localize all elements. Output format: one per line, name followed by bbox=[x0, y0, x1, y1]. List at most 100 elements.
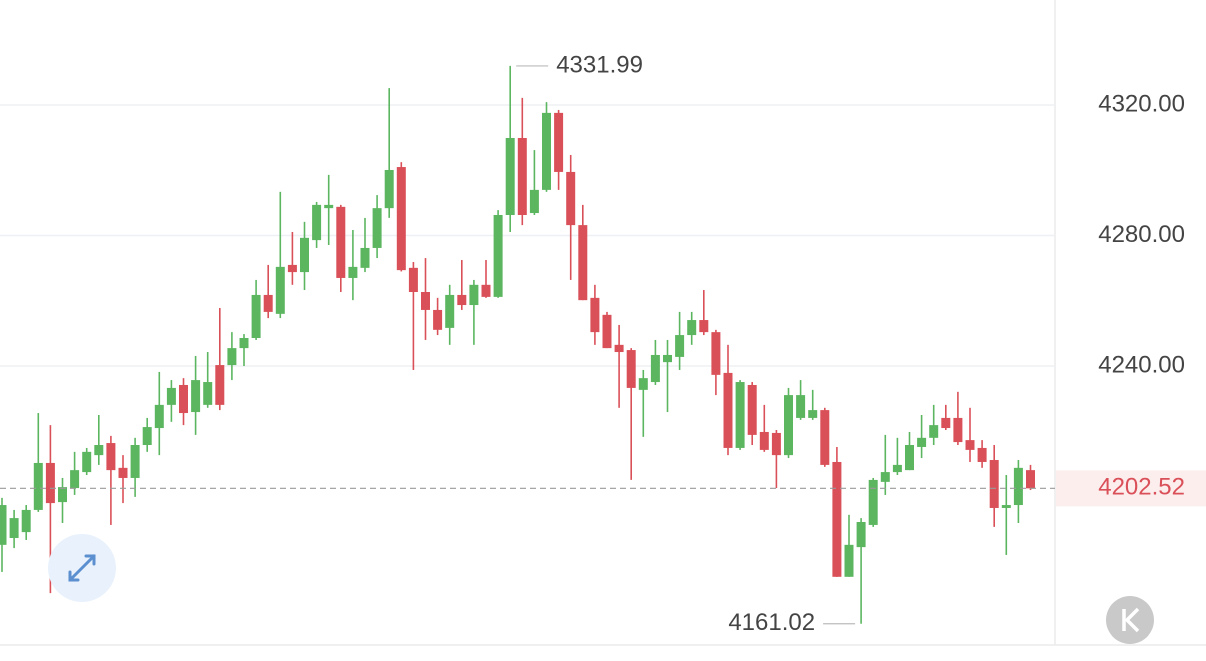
collapse-icon[interactable] bbox=[1122, 607, 1140, 633]
candle-body bbox=[699, 320, 709, 333]
expand-icon[interactable] bbox=[68, 554, 96, 582]
candle-body bbox=[856, 522, 866, 548]
candle-body bbox=[759, 431, 769, 450]
candle-body bbox=[106, 443, 116, 471]
candle-body bbox=[1001, 505, 1011, 508]
candle-body bbox=[917, 437, 927, 447]
candle-body bbox=[953, 417, 963, 443]
candle-body bbox=[154, 404, 164, 429]
candle-body bbox=[239, 337, 249, 349]
collapse-circle[interactable] bbox=[1106, 596, 1154, 644]
y-tick-label: 4320.00 bbox=[1098, 90, 1185, 117]
candle-body bbox=[166, 387, 176, 405]
candle-body bbox=[590, 297, 600, 333]
candle-body bbox=[82, 451, 92, 473]
candle-body bbox=[408, 267, 418, 292]
last-price-tag bbox=[1056, 470, 1206, 507]
candle-body bbox=[929, 425, 939, 438]
grid bbox=[0, 104, 1055, 367]
candle-body bbox=[384, 169, 394, 209]
candle-body bbox=[372, 208, 382, 248]
candle-body bbox=[396, 167, 406, 271]
candle-body bbox=[796, 395, 806, 418]
candle-body bbox=[70, 470, 80, 489]
candle-body bbox=[771, 432, 781, 456]
candle-body bbox=[602, 314, 612, 349]
candle-body bbox=[130, 445, 140, 478]
candle-body bbox=[566, 171, 576, 226]
candle-body bbox=[493, 215, 503, 297]
candle-body bbox=[784, 395, 793, 456]
candle-body bbox=[457, 294, 467, 306]
min-label: 4161.02 bbox=[728, 609, 815, 636]
candle-body bbox=[735, 382, 745, 448]
candle-body bbox=[21, 509, 31, 533]
candle-body bbox=[663, 354, 672, 363]
candle-body bbox=[312, 204, 322, 241]
candle-body bbox=[505, 138, 515, 215]
candle-body bbox=[203, 382, 213, 405]
max-label: 4331.99 bbox=[556, 51, 643, 78]
candle-body bbox=[300, 237, 309, 273]
candle-body bbox=[94, 445, 104, 456]
candle-body bbox=[880, 472, 890, 482]
candle-body bbox=[675, 335, 685, 357]
collapse-button[interactable] bbox=[1106, 596, 1154, 644]
candle-body bbox=[33, 462, 43, 510]
candle-body bbox=[445, 294, 455, 328]
candle-body bbox=[808, 410, 818, 418]
candle-body bbox=[844, 544, 854, 577]
candle-body bbox=[638, 378, 648, 390]
candle-body bbox=[1026, 470, 1035, 489]
y-tick-label: 4280.00 bbox=[1098, 221, 1185, 248]
candle-body bbox=[336, 206, 346, 278]
candle-body bbox=[747, 384, 757, 435]
candle-body bbox=[517, 138, 527, 215]
candle-body bbox=[1013, 467, 1023, 506]
candle-body bbox=[578, 225, 588, 301]
candle-body bbox=[251, 294, 261, 338]
candle-body bbox=[227, 348, 237, 366]
candles bbox=[0, 65, 1035, 624]
candle-body bbox=[542, 112, 551, 190]
candle-body bbox=[421, 291, 430, 310]
candle-body bbox=[614, 344, 624, 353]
candle-body bbox=[989, 460, 999, 508]
candle-body bbox=[469, 284, 479, 306]
candle-body bbox=[481, 284, 491, 297]
candle-body bbox=[287, 264, 297, 273]
candle-body bbox=[892, 464, 902, 473]
candle-body bbox=[191, 380, 201, 413]
candle-body bbox=[215, 365, 225, 405]
y-tick-label: 4240.00 bbox=[1098, 351, 1185, 378]
candle-body bbox=[324, 204, 334, 209]
candle-body bbox=[868, 479, 878, 525]
candle-body bbox=[529, 189, 539, 214]
last-price-label: 4202.52 bbox=[1098, 474, 1185, 501]
candle-body bbox=[0, 505, 7, 545]
candle-body bbox=[687, 320, 697, 336]
candle-body bbox=[433, 309, 443, 330]
candle-body bbox=[45, 462, 55, 504]
candle-body bbox=[554, 112, 564, 172]
candle-body bbox=[626, 350, 636, 388]
candle-body bbox=[941, 417, 951, 429]
candle-body bbox=[820, 410, 830, 465]
candle-body bbox=[348, 266, 358, 278]
candle-body bbox=[58, 487, 67, 503]
candle-body bbox=[360, 247, 370, 268]
candle-body bbox=[905, 445, 914, 471]
expand-button[interactable] bbox=[48, 534, 116, 602]
candle-body bbox=[263, 294, 273, 312]
candle-body bbox=[832, 461, 842, 577]
candle-body bbox=[650, 354, 660, 383]
candle-body bbox=[118, 467, 128, 478]
candle-body bbox=[142, 427, 152, 446]
candle-body bbox=[977, 447, 987, 462]
candle-body bbox=[711, 332, 721, 375]
candle-body bbox=[9, 518, 19, 538]
candle-body bbox=[179, 384, 188, 414]
candle-body bbox=[275, 266, 285, 314]
